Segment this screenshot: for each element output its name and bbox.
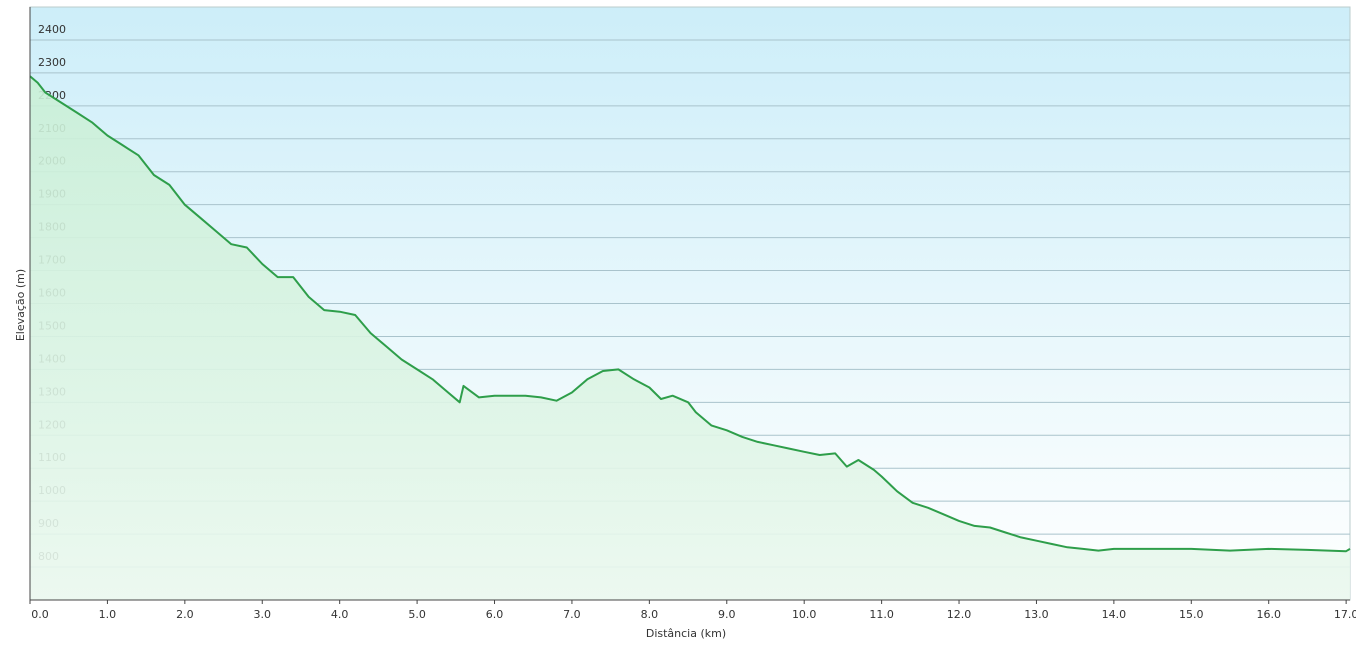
x-tick-label: 4.0 — [331, 608, 349, 621]
x-tick-label: 13.0 — [1024, 608, 1049, 621]
x-tick-label: 10.0 — [792, 608, 817, 621]
area-fill — [30, 76, 1350, 600]
x-axis-label: Distância (km) — [646, 627, 726, 640]
x-tick-label: 0.0 — [31, 608, 49, 621]
x-tick-label: 6.0 — [486, 608, 504, 621]
y-axis-label: Elevação (m) — [14, 269, 27, 341]
x-tick-label: 17.0 — [1334, 608, 1356, 621]
x-tick-label: 5.0 — [408, 608, 426, 621]
y-tick-label: 2300 — [38, 56, 66, 69]
x-tick-label: 8.0 — [641, 608, 659, 621]
elevation-line — [29, 75, 1351, 553]
y-tick-label: 2400 — [38, 23, 66, 36]
x-tick-label: 11.0 — [869, 608, 894, 621]
x-tick-label: 3.0 — [254, 608, 272, 621]
x-tick-label: 14.0 — [1102, 608, 1127, 621]
x-tick-label: 2.0 — [176, 608, 194, 621]
x-tick-label: 12.0 — [947, 608, 972, 621]
x-tick-label: 7.0 — [563, 608, 581, 621]
x-tick-label: 9.0 — [718, 608, 736, 621]
x-tick-label: 1.0 — [99, 608, 117, 621]
x-tick-label: 16.0 — [1256, 608, 1281, 621]
x-tick-label: 15.0 — [1179, 608, 1204, 621]
